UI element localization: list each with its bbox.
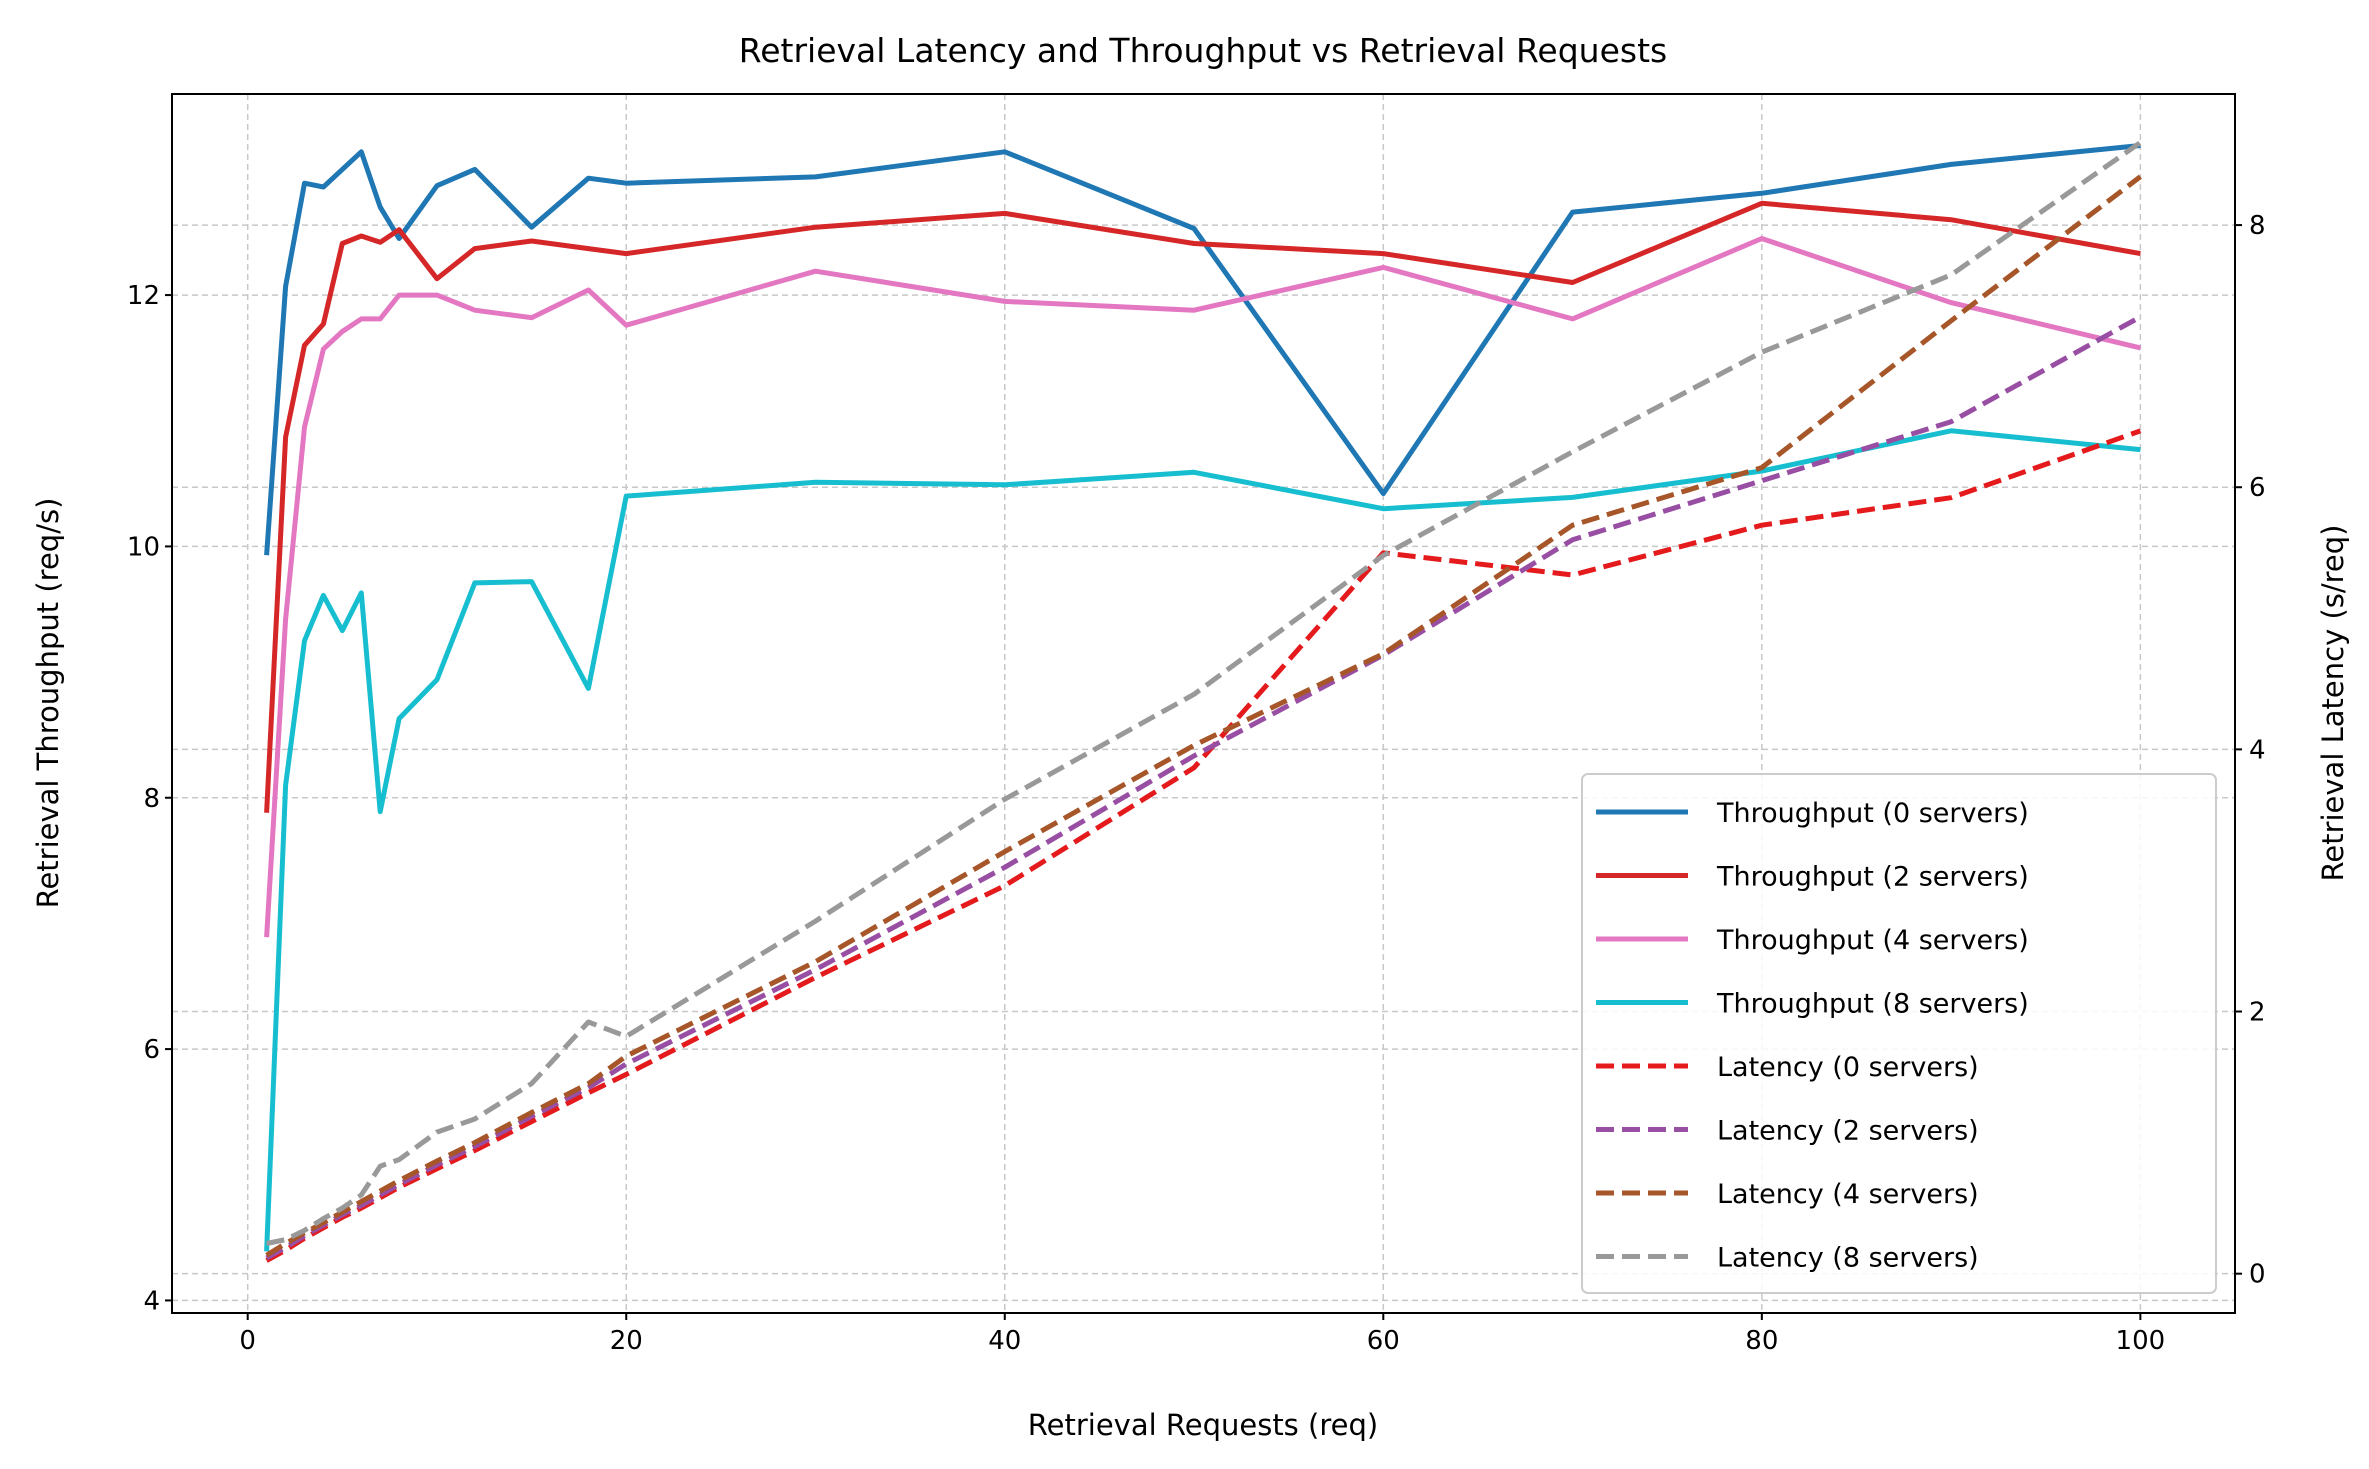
ticks: 0 20 40 60 80 100 4 6 8 10 12 0 2 4 6 8 xyxy=(127,211,2266,1356)
series-line-latency-0-servers xyxy=(265,428,2142,1263)
series-line-latency-8-servers xyxy=(266,140,2142,1246)
legend-label: Throughput (4 servers) xyxy=(1716,925,2029,956)
series-group xyxy=(264,140,2142,1263)
legend: Throughput (0 servers) Throughput (2 serv… xyxy=(1581,773,2217,1294)
legend-label: Throughput (8 servers) xyxy=(1716,989,2029,1020)
chart-title: Retrieval Latency and Throughput vs Retr… xyxy=(739,31,1667,70)
y-tick-label: 12 xyxy=(127,281,160,311)
x-tick-label: 0 xyxy=(239,1326,256,1356)
y-tick-label: 6 xyxy=(143,1035,160,1065)
legend-box xyxy=(1581,773,2217,1294)
y-tick-label: 8 xyxy=(143,784,160,814)
series-line-throughput-2-servers xyxy=(264,200,2141,813)
series-line-throughput-8-servers xyxy=(264,428,2141,1252)
y2-tick-label: 0 xyxy=(2249,1260,2266,1290)
y2-tick-label: 6 xyxy=(2249,473,2266,503)
x-tick-label: 20 xyxy=(610,1326,643,1356)
legend-label: Latency (8 servers) xyxy=(1717,1243,1979,1274)
plot-frame xyxy=(171,93,2236,1314)
y-tick-label: 10 xyxy=(127,532,160,562)
grid xyxy=(172,94,2235,1313)
y-axis-label: Retrieval Throughput (req/s) xyxy=(31,498,65,909)
legend-label: Latency (4 servers) xyxy=(1717,1179,1979,1210)
legend-label: Latency (0 servers) xyxy=(1717,1052,1979,1083)
series-line-throughput-0-servers xyxy=(264,143,2141,556)
x-tick-label: 40 xyxy=(988,1326,1021,1356)
legend-label: Throughput (0 servers) xyxy=(1716,798,2029,829)
y2-tick-label: 2 xyxy=(2249,998,2266,1028)
y2-axis-label: Retrieval Latency (s/req) xyxy=(2316,525,2350,882)
x-tick-label: 60 xyxy=(1367,1326,1400,1356)
y-tick-label: 4 xyxy=(143,1286,160,1316)
x-tick-label: 100 xyxy=(2116,1326,2166,1356)
legend-label: Latency (2 servers) xyxy=(1717,1116,1979,1147)
series-line-latency-4-servers xyxy=(265,174,2142,1258)
x-tick-label: 80 xyxy=(1745,1326,1778,1356)
y2-tick-label: 4 xyxy=(2249,735,2266,765)
x-axis-label: Retrieval Requests (req) xyxy=(1028,1408,1378,1442)
series-line-latency-2-servers xyxy=(265,314,2142,1261)
y2-tick-label: 8 xyxy=(2249,211,2266,241)
legend-label: Throughput (2 servers) xyxy=(1716,862,2029,893)
series-line-throughput-4-servers xyxy=(264,236,2141,938)
